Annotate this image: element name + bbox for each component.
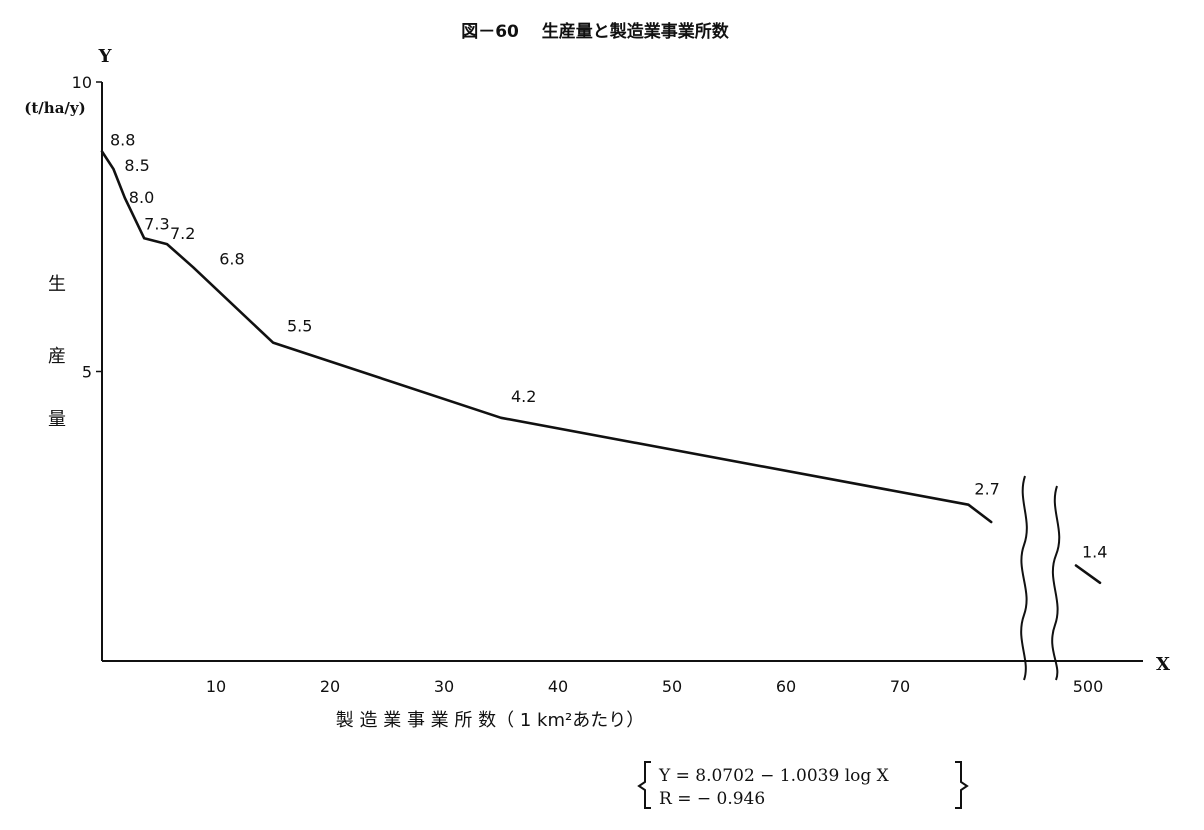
data-label: 8.0 (129, 188, 154, 207)
regression-equation: Y = 8.0702 − 1.0039 log X (658, 766, 890, 786)
series-line (1074, 564, 1102, 585)
axis-break-mark-right (1051, 485, 1061, 681)
x-tick-label: 20 (320, 677, 340, 696)
data-label: 7.3 (144, 214, 169, 233)
regression-bracket-right (955, 761, 969, 809)
x-axis-label: 製 造 業 事 業 所 数（ 1 km²あたり） (336, 710, 644, 731)
regression-r: R = − 0.946 (659, 789, 765, 809)
data-label: 7.2 (170, 224, 195, 243)
chart-title: 図－60 生産量と製造業事業所数 (461, 21, 730, 42)
regression-bracket-left (637, 761, 651, 809)
y-tick-label: 10 (72, 73, 92, 92)
x-tick-label: 40 (548, 677, 568, 696)
data-label: 8.8 (110, 130, 135, 149)
x-tick-label: 50 (662, 677, 682, 696)
data-label: 4.2 (511, 387, 536, 406)
point-labels: 8.8 8.5 8.0 7.37.2 6.8 5.5 4.2 2.7 1.4 (110, 130, 1107, 561)
y-axis-label: 生 産 量 (48, 274, 72, 430)
x-tick-label: 60 (776, 677, 796, 696)
data-series (100, 150, 1102, 585)
data-label: 6.8 (219, 249, 244, 268)
y-tick-label: 5 (82, 363, 92, 382)
data-label: 8.5 (124, 156, 149, 175)
x-tick-label: 30 (434, 677, 454, 696)
series-line (100, 150, 993, 524)
y-axis-letter: Y (98, 46, 113, 67)
x-tick-label: 10 (206, 677, 226, 696)
y-unit-label: (t/ha/y) (24, 99, 85, 117)
x-tick-label: 500 (1073, 677, 1104, 696)
data-label: 5.5 (287, 317, 312, 336)
regression-box: Y = 8.0702 − 1.0039 log X R = − 0.946 (637, 761, 969, 809)
x-tick-label: 70 (890, 677, 910, 696)
data-label: 1.4 (1082, 542, 1107, 561)
x-axis-letter: X (1156, 654, 1170, 675)
y-ticks: 5 10 (72, 73, 102, 382)
axis-break-mark-left (1020, 475, 1028, 681)
x-ticks: 10 20 30 40 50 60 70 500 (206, 677, 1103, 696)
data-label: 2.7 (974, 480, 999, 499)
